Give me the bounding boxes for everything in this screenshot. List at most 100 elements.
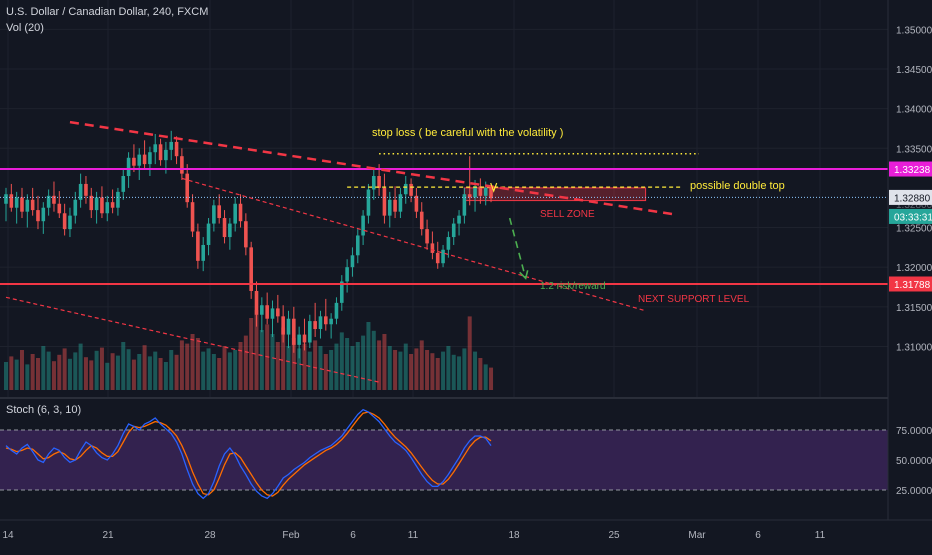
candle-body	[30, 199, 35, 211]
candle-body	[260, 305, 264, 315]
volume-bar	[67, 358, 72, 390]
volume-bar	[307, 351, 312, 390]
volume-bar	[419, 340, 424, 390]
double-top-marker	[490, 182, 498, 193]
stochastic-tick-label: 50.0000	[896, 456, 932, 467]
candle-body	[457, 215, 461, 224]
time-tick-label: 28	[204, 530, 216, 541]
candle-body	[409, 183, 413, 196]
volume-bar	[35, 358, 40, 390]
price-pane[interactable]: stop loss ( be careful with the volatili…	[0, 0, 888, 398]
trendline-upper[interactable]	[69, 120, 678, 217]
volume-bar	[238, 342, 243, 390]
time-tick-label: 18	[508, 530, 520, 541]
volume-bar	[403, 343, 408, 390]
candle-body	[244, 221, 248, 248]
candle-body	[286, 318, 291, 335]
volume-bar	[110, 353, 115, 390]
volume-bar	[366, 322, 371, 390]
candle-body	[270, 308, 275, 319]
candle-body	[62, 213, 67, 230]
trendline-lower[interactable]	[181, 177, 646, 312]
candle-body	[105, 202, 110, 214]
candle-body	[441, 249, 445, 264]
price-grid	[0, 0, 888, 398]
volume-bar	[142, 345, 147, 390]
candle-body	[9, 194, 14, 208]
candle-body	[377, 176, 381, 188]
candle-body	[78, 183, 83, 200]
volume-bar	[275, 342, 280, 390]
volume-bar	[185, 343, 190, 390]
time-tick-label: 11	[408, 530, 419, 541]
candle-body	[89, 195, 94, 211]
volume-bar	[425, 350, 430, 390]
candle-body	[276, 308, 280, 317]
candle-body	[265, 305, 269, 319]
candle-body	[46, 195, 51, 208]
projection-arrow[interactable]	[508, 217, 527, 279]
price-tick-label: 1.32500	[896, 224, 932, 235]
candle-body	[73, 199, 78, 216]
sell-zone-annotation[interactable]: SELL ZONE	[540, 209, 595, 220]
candle-body	[361, 215, 365, 236]
candle-body	[489, 187, 493, 199]
trendline-bottom[interactable]	[5, 296, 380, 383]
volume-bar	[371, 330, 376, 390]
stochastic-legend[interactable]: Stoch (6, 3, 10)	[6, 404, 82, 416]
volume-bar	[163, 362, 168, 390]
price-tag	[889, 161, 932, 177]
candle-body	[180, 156, 184, 174]
volume-bar	[25, 364, 30, 390]
volume-bar	[451, 354, 456, 390]
risk-reward-annotation[interactable]: 1:2 risk/reward	[540, 281, 606, 292]
candle-body	[206, 223, 211, 245]
volume-bar	[233, 350, 238, 390]
candle-body	[366, 189, 371, 216]
price-axis[interactable]: 1.35000 1.34500 1.34000 1.33500 1.32500 1.320…	[887, 0, 932, 520]
candle-body	[212, 205, 216, 224]
volume-bar	[30, 354, 35, 390]
candle-body	[281, 316, 285, 335]
volume-bar	[387, 346, 392, 390]
volume-bar	[126, 349, 131, 390]
candle-body	[334, 302, 339, 319]
price-tag-label: 1.31788	[894, 280, 931, 291]
candle-body	[318, 316, 323, 330]
candle-body	[20, 197, 24, 212]
candle-body	[478, 186, 483, 196]
volume-bar	[195, 338, 200, 390]
candle-body	[446, 237, 451, 250]
volume-bar	[14, 359, 19, 390]
volume-bar	[270, 334, 275, 390]
volume-bar	[83, 357, 88, 390]
volume-bar	[158, 358, 163, 390]
price-tick-label: 1.33500	[896, 144, 932, 155]
volume-bar	[435, 358, 440, 390]
candle-body	[100, 197, 104, 214]
price-tick-label: 1.31500	[896, 303, 932, 314]
stochastic-pane[interactable]	[0, 408, 888, 500]
candle-body	[94, 197, 99, 211]
double-top-annotation[interactable]: possible double top	[690, 180, 785, 192]
volume-bar	[478, 358, 483, 390]
volume-legend[interactable]: Vol (20)	[6, 22, 44, 34]
candle-body	[164, 149, 168, 161]
candle-body	[483, 187, 488, 196]
support-annotation[interactable]: NEXT SUPPORT LEVEL	[638, 294, 750, 305]
time-tick-label: 21	[102, 530, 114, 541]
volume-bar	[473, 351, 478, 390]
stop-loss-annotation[interactable]: stop loss ( be careful with the volatili…	[372, 127, 563, 139]
volume-bar	[355, 342, 360, 390]
chart-title[interactable]: U.S. Dollar / Canadian Dollar, 240, FXCM	[6, 6, 209, 18]
candle-body	[158, 144, 163, 161]
candle-body	[313, 321, 317, 330]
candle-body	[302, 334, 307, 343]
volume-bar	[153, 351, 158, 390]
time-axis[interactable]: 14 21 28 Feb 6 11 18 25 Mar 6 11	[0, 519, 932, 541]
candle-body	[169, 141, 174, 150]
candle-body	[414, 195, 419, 212]
candle-body	[121, 176, 126, 192]
volume-bar	[78, 343, 83, 390]
